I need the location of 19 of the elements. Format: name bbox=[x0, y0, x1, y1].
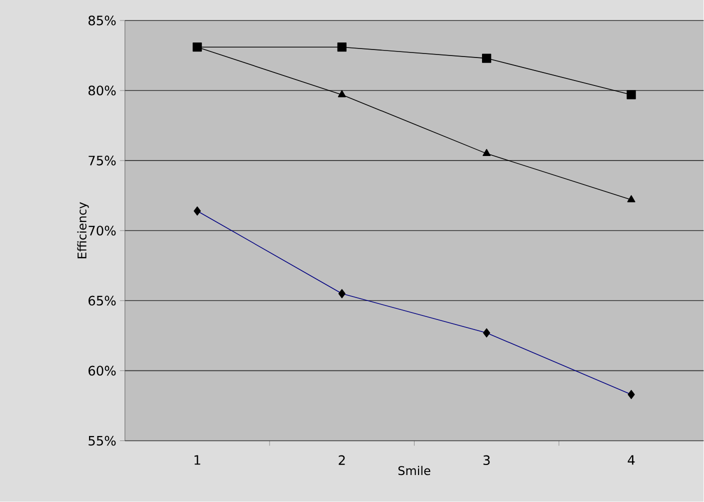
point bbox=[626, 90, 636, 100]
point bbox=[338, 90, 346, 98]
y-tick-label: 85% bbox=[88, 16, 116, 26]
x-axis-title: Smile bbox=[398, 466, 430, 476]
x-tick-label: 2 bbox=[338, 455, 345, 465]
y-tick-label: 75% bbox=[88, 156, 116, 166]
x-tick-label: 1 bbox=[194, 455, 200, 465]
point bbox=[337, 42, 347, 52]
y-tick-label: 80% bbox=[88, 86, 116, 96]
y-tick-label: 60% bbox=[88, 366, 116, 376]
y-tick-label: 55% bbox=[88, 436, 116, 446]
x-tick-label: 3 bbox=[483, 455, 490, 466]
point bbox=[482, 54, 492, 64]
y-axis-title: Efficiency bbox=[77, 202, 89, 258]
x-tick-label: 4 bbox=[628, 455, 635, 465]
point bbox=[627, 195, 636, 202]
point bbox=[482, 149, 491, 156]
y-tick-label: 65% bbox=[88, 296, 116, 306]
y-tick-label: 70% bbox=[88, 226, 116, 236]
